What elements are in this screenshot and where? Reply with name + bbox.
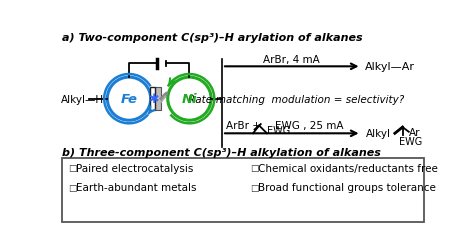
Bar [150, 88, 155, 111]
Text: Earth-abundant metals: Earth-abundant metals [76, 182, 197, 193]
Text: □: □ [69, 164, 77, 173]
Text: □: □ [69, 183, 77, 192]
Text: Broad functional groups tolerance: Broad functional groups tolerance [258, 182, 436, 193]
Text: Ni: Ni [182, 93, 197, 106]
FancyBboxPatch shape [62, 158, 424, 222]
Text: ArBr, 4 mA: ArBr, 4 mA [264, 55, 320, 65]
Circle shape [107, 78, 151, 121]
Text: Paired electrocatalysis: Paired electrocatalysis [76, 163, 194, 173]
Text: EWG: EWG [400, 137, 423, 146]
Circle shape [168, 78, 211, 121]
Text: Chemical oxidants/reductants free: Chemical oxidants/reductants free [258, 163, 438, 173]
Text: □: □ [250, 183, 258, 192]
Text: Rate-matching  modulation = selectivity?: Rate-matching modulation = selectivity? [188, 94, 404, 104]
Text: EWG , 25 mA: EWG , 25 mA [275, 121, 343, 131]
Text: Alkyl: Alkyl [366, 129, 391, 139]
Text: b) Three-component C(sp³)–H alkylation of alkanes: b) Three-component C(sp³)–H alkylation o… [62, 148, 381, 158]
Text: Alkyl—Ar: Alkyl—Ar [365, 62, 415, 72]
Text: ArBr +: ArBr + [226, 121, 261, 131]
Text: Ar: Ar [409, 127, 420, 137]
Text: ✱: ✱ [148, 93, 158, 106]
Bar [155, 88, 161, 111]
Text: EWG: EWG [267, 126, 290, 136]
Text: a) Two-component C(sp³)–H arylation of alkanes: a) Two-component C(sp³)–H arylation of a… [62, 33, 362, 43]
Text: Fe: Fe [120, 93, 137, 106]
Text: □: □ [250, 164, 258, 173]
Text: Alkyl—H: Alkyl—H [61, 94, 104, 104]
